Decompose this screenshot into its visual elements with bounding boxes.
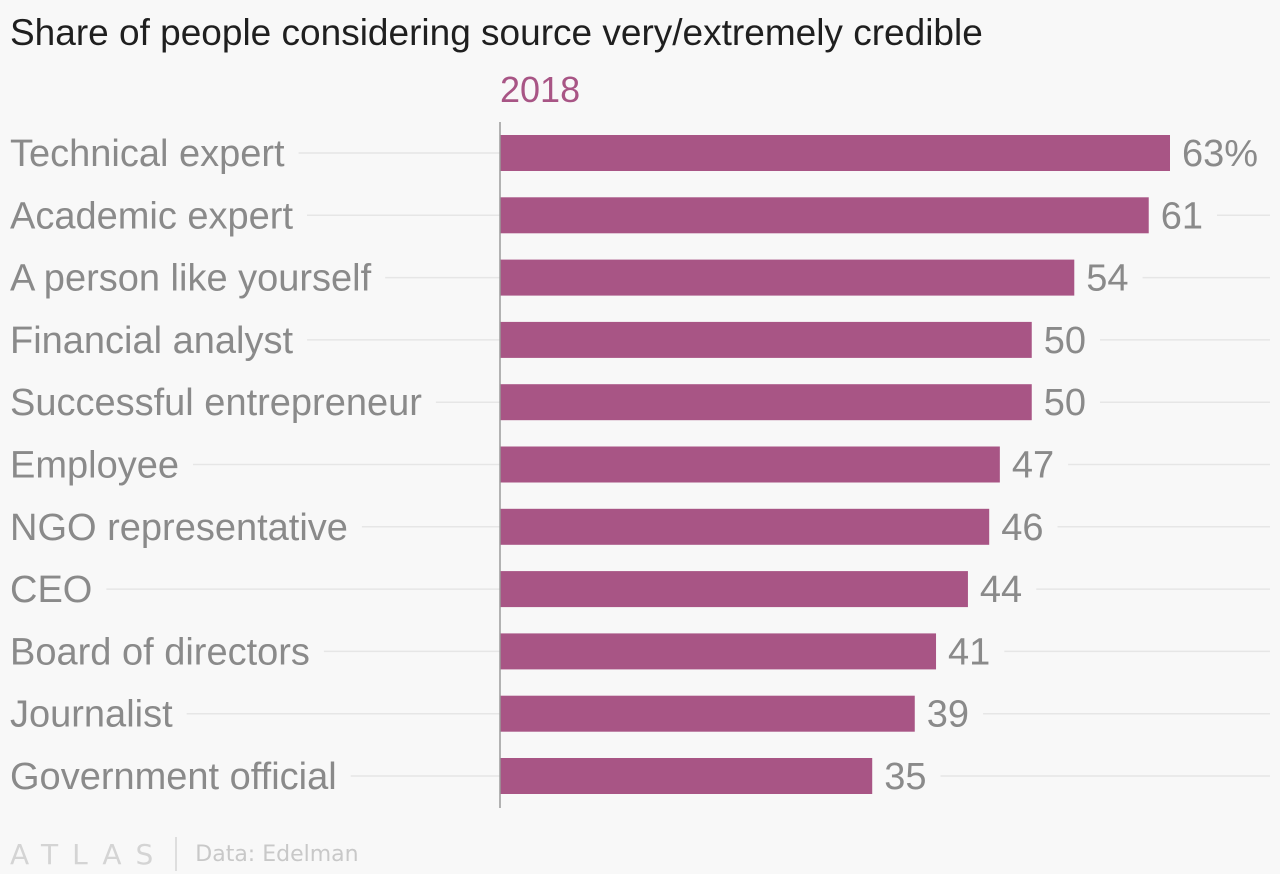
bar xyxy=(500,695,915,732)
category-label: Employee xyxy=(10,445,179,487)
bar xyxy=(500,197,1149,234)
category-label: Academic expert xyxy=(10,195,293,237)
value-label: 46 xyxy=(1001,507,1043,549)
bar xyxy=(500,633,937,670)
bar xyxy=(500,259,1075,296)
chart-footer: ATLAS Data: Edelman xyxy=(10,836,359,872)
chart-title: Share of people considering source very/… xyxy=(10,12,983,53)
series-label: 2018 xyxy=(500,69,580,110)
value-label: 63% xyxy=(1182,133,1258,175)
value-label: 54 xyxy=(1086,258,1128,300)
category-label: Journalist xyxy=(10,694,173,736)
value-label: 50 xyxy=(1044,382,1086,424)
bar xyxy=(500,446,1000,483)
footer-divider xyxy=(175,837,178,871)
value-label: 44 xyxy=(980,569,1022,611)
atlas-logo[interactable]: ATLAS xyxy=(10,837,168,871)
category-label: Financial analyst xyxy=(10,320,293,362)
bar xyxy=(500,571,968,608)
category-label: CEO xyxy=(10,569,92,611)
data-source: Data: Edelman xyxy=(195,841,359,867)
bar xyxy=(500,321,1032,358)
value-label: 39 xyxy=(927,694,969,736)
category-label: Board of directors xyxy=(10,631,310,673)
bar xyxy=(500,135,1170,171)
category-label: Government official xyxy=(10,756,337,798)
value-label: 41 xyxy=(948,631,990,673)
bar xyxy=(500,758,873,794)
value-label: 47 xyxy=(1012,445,1054,487)
category-label: Technical expert xyxy=(10,133,285,175)
value-label: 61 xyxy=(1161,195,1203,237)
bar xyxy=(500,384,1032,421)
category-label: A person like yourself xyxy=(10,258,372,300)
bar xyxy=(500,508,990,545)
category-label: Successful entrepreneur xyxy=(10,382,422,424)
value-label: 35 xyxy=(884,756,926,798)
category-label: NGO representative xyxy=(10,507,348,549)
value-label: 50 xyxy=(1044,320,1086,362)
